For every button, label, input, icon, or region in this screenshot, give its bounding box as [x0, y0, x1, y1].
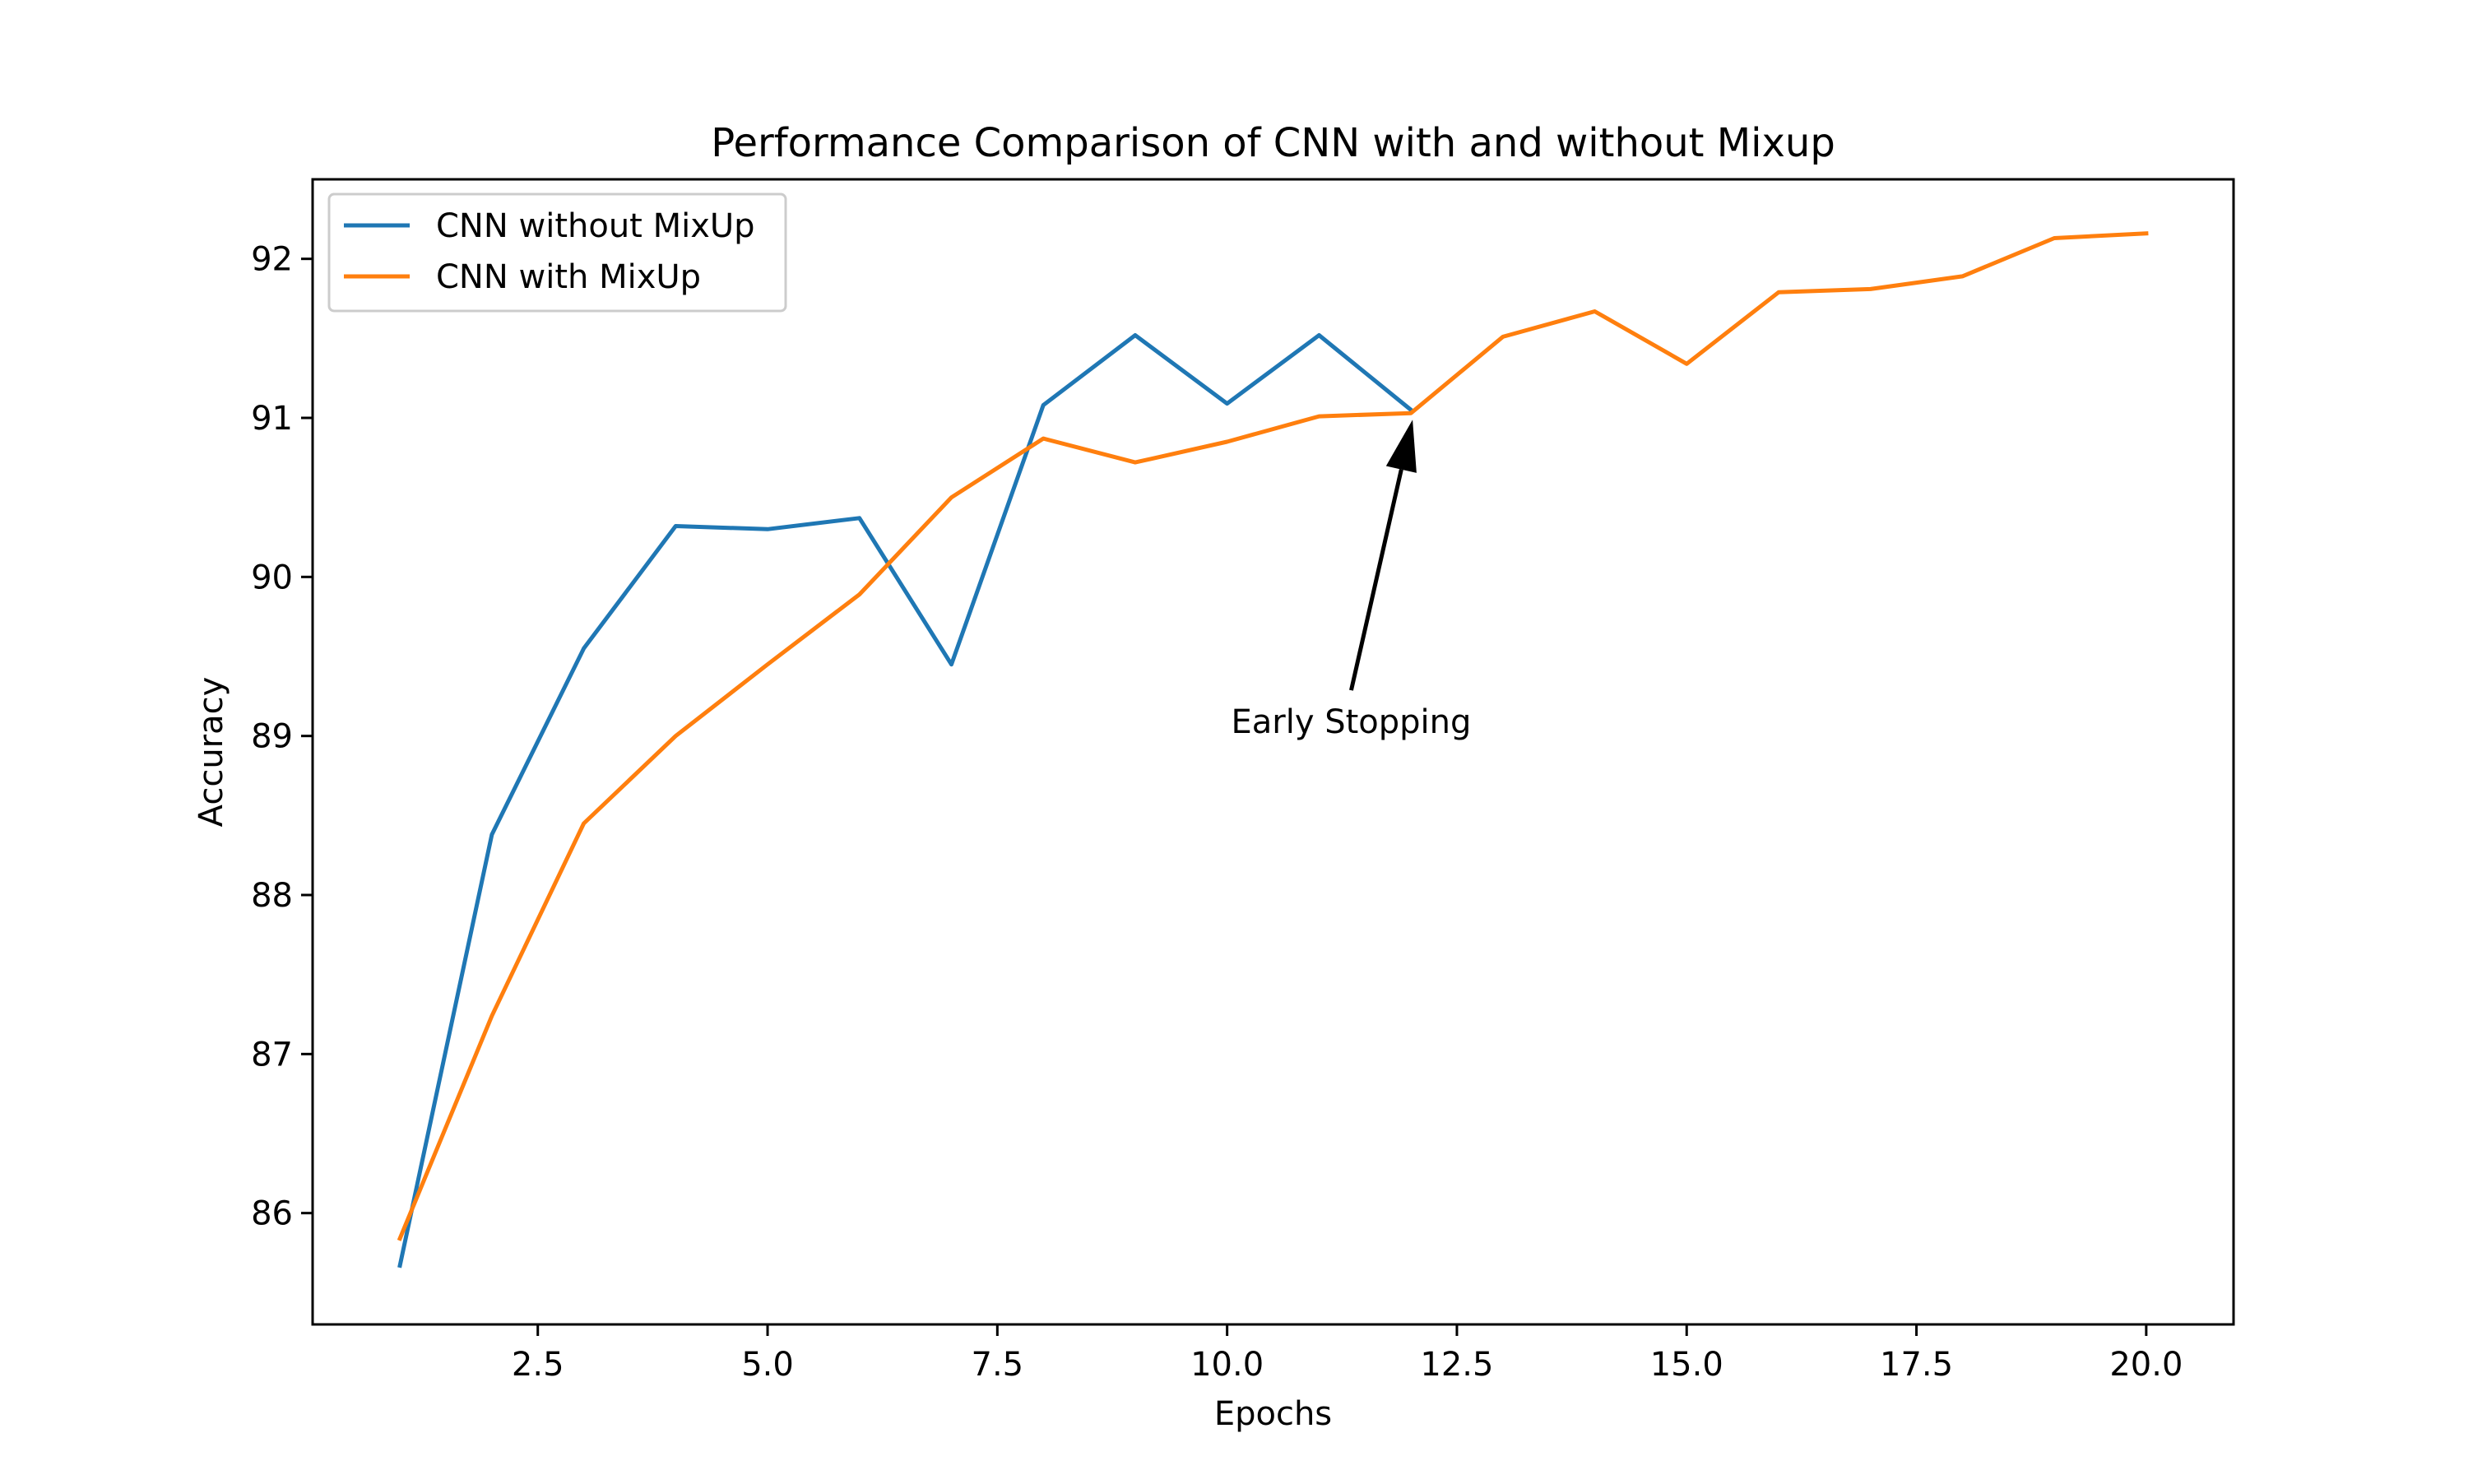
axes-frame	[311, 178, 2235, 1326]
y-tick-label: 92	[251, 241, 293, 279]
x-tick-label: 12.5	[1420, 1346, 1493, 1384]
plot-area	[397, 231, 2149, 1268]
chart-title: Performance Comparison of CNN with and w…	[711, 120, 1835, 166]
y-tick-label: 88	[251, 877, 293, 915]
x-tick-label: 10.0	[1190, 1346, 1264, 1384]
axes: 2.5 5.0 7.5 10.0 12.5 15.0 17.5 20.0 86 87 88 89 90 9…	[251, 178, 2235, 1384]
x-tick-label: 2.5	[512, 1346, 564, 1384]
y-tick-label: 89	[251, 718, 293, 756]
annotation: Early Stopping	[1232, 420, 1472, 741]
x-tick-label: 5.0	[741, 1346, 794, 1384]
x-tick-label: 17.5	[1880, 1346, 1953, 1384]
x-tick-label: 7.5	[972, 1346, 1024, 1384]
legend-label-1: CNN without MixUp	[436, 207, 755, 245]
legend: CNN without MixUp CNN with MixUp	[327, 192, 787, 313]
x-tick-label: 20.0	[2109, 1346, 2183, 1384]
annotation-text: Early Stopping	[1232, 703, 1472, 741]
y-axis-label: Accuracy	[193, 677, 230, 828]
legend-box	[327, 192, 787, 313]
annotation-arrow-shaft	[1349, 469, 1403, 691]
series-line-1	[397, 333, 1414, 1268]
y-tick-label: 86	[251, 1195, 293, 1233]
series-line-2	[397, 231, 2149, 1241]
y-tick-label: 91	[251, 400, 293, 438]
y-tick-label: 87	[251, 1036, 293, 1074]
y-tick-label: 90	[251, 559, 293, 596]
legend-label-2: CNN with MixUp	[436, 258, 701, 296]
x-axis-label: Epochs	[1214, 1395, 1332, 1433]
annotation-arrow-head	[1385, 420, 1417, 473]
x-tick-label: 15.0	[1650, 1346, 1723, 1384]
